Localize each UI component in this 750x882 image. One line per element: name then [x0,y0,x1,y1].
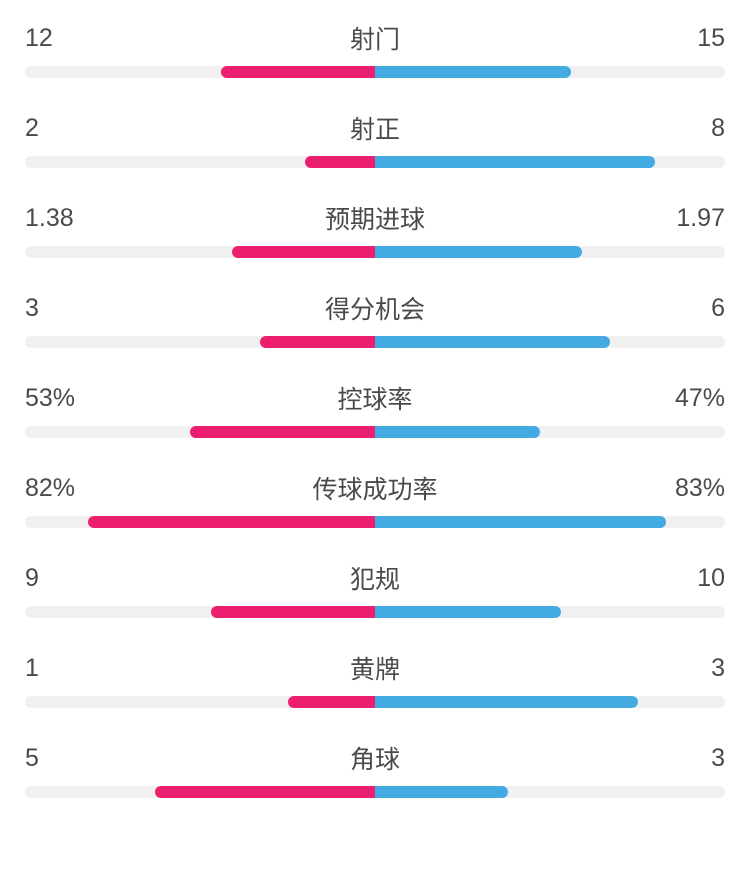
stat-value-left: 5 [25,744,85,773]
stat-bar-right-fill [375,696,638,708]
stat-bar-left-fill [211,606,376,618]
stat-bar [25,606,725,618]
stat-value-right: 15 [665,24,725,53]
stat-bar-left-track [25,426,375,438]
stat-row: 5 角球 3 [25,740,725,798]
stat-bar-right-fill [375,246,582,258]
stat-bar-right-fill [375,336,610,348]
stat-name: 射门 [85,20,665,56]
stat-bar-right-fill [375,426,540,438]
stat-value-right: 3 [665,744,725,773]
stat-row: 2 射正 8 [25,110,725,168]
stat-value-right: 6 [665,294,725,323]
stat-labels: 3 得分机会 6 [25,290,725,326]
stat-bar-left-fill [232,246,376,258]
stat-bar-right-fill [375,66,571,78]
stat-bar-left-track [25,606,375,618]
stat-labels: 53% 控球率 47% [25,380,725,416]
stat-name: 角球 [85,740,665,776]
stat-name: 传球成功率 [85,470,665,506]
stat-bar [25,516,725,528]
stat-bar-right-track [375,156,725,168]
stat-value-left: 1.38 [25,204,85,233]
stat-bar [25,336,725,348]
stat-value-right: 10 [665,564,725,593]
stat-row: 3 得分机会 6 [25,290,725,348]
stat-bar [25,156,725,168]
stat-name: 黄牌 [85,650,665,686]
stat-name: 得分机会 [85,290,665,326]
stat-bar-right-track [375,516,725,528]
stat-bar-right-fill [375,156,655,168]
stat-name: 预期进球 [85,200,665,236]
stat-row: 82% 传球成功率 83% [25,470,725,528]
stat-labels: 2 射正 8 [25,110,725,146]
stat-labels: 12 射门 15 [25,20,725,56]
stat-value-right: 3 [665,654,725,683]
stat-bar-left-fill [155,786,376,798]
stat-bar [25,786,725,798]
stat-bar-left-fill [305,156,375,168]
stat-bar-left-fill [288,696,376,708]
stat-name: 犯规 [85,560,665,596]
stat-value-left: 9 [25,564,85,593]
stat-bar-left-track [25,246,375,258]
stat-row: 9 犯规 10 [25,560,725,618]
stat-bar-right-track [375,696,725,708]
stat-bar-right-track [375,606,725,618]
stat-value-left: 53% [25,384,85,413]
stat-labels: 5 角球 3 [25,740,725,776]
stat-bar-right-track [375,336,725,348]
stat-value-right: 8 [665,114,725,143]
stat-bar-left-fill [190,426,376,438]
stat-bar [25,246,725,258]
stat-bar-left-track [25,66,375,78]
stat-value-left: 12 [25,24,85,53]
stat-row: 12 射门 15 [25,20,725,78]
stat-bar-left-track [25,336,375,348]
stat-bar-left-track [25,696,375,708]
stat-labels: 1 黄牌 3 [25,650,725,686]
stat-value-left: 3 [25,294,85,323]
stat-bar-right-fill [375,516,666,528]
stat-value-left: 2 [25,114,85,143]
stat-bar-left-track [25,156,375,168]
stat-value-left: 82% [25,474,85,503]
stat-bar [25,696,725,708]
stat-row: 1.38 预期进球 1.97 [25,200,725,258]
stat-labels: 1.38 预期进球 1.97 [25,200,725,236]
stat-value-left: 1 [25,654,85,683]
stat-bar-right-track [375,786,725,798]
stat-bar-right-track [375,426,725,438]
stat-labels: 82% 传球成功率 83% [25,470,725,506]
stat-value-right: 83% [665,474,725,503]
stat-bar-right-fill [375,786,508,798]
stat-bar-right-track [375,66,725,78]
stat-bar-left-fill [88,516,375,528]
stat-bar [25,66,725,78]
match-stats-list: 12 射门 15 2 射正 8 1.38 [25,20,725,798]
stat-row: 1 黄牌 3 [25,650,725,708]
stat-bar-left-track [25,786,375,798]
stat-bar-right-track [375,246,725,258]
stat-name: 射正 [85,110,665,146]
stat-name: 控球率 [85,380,665,416]
stat-labels: 9 犯规 10 [25,560,725,596]
stat-value-right: 1.97 [665,204,725,233]
stat-bar-right-fill [375,606,561,618]
stat-value-right: 47% [665,384,725,413]
stat-row: 53% 控球率 47% [25,380,725,438]
stat-bar-left-fill [221,66,375,78]
stat-bar-left-fill [260,336,376,348]
stat-bar [25,426,725,438]
stat-bar-left-track [25,516,375,528]
